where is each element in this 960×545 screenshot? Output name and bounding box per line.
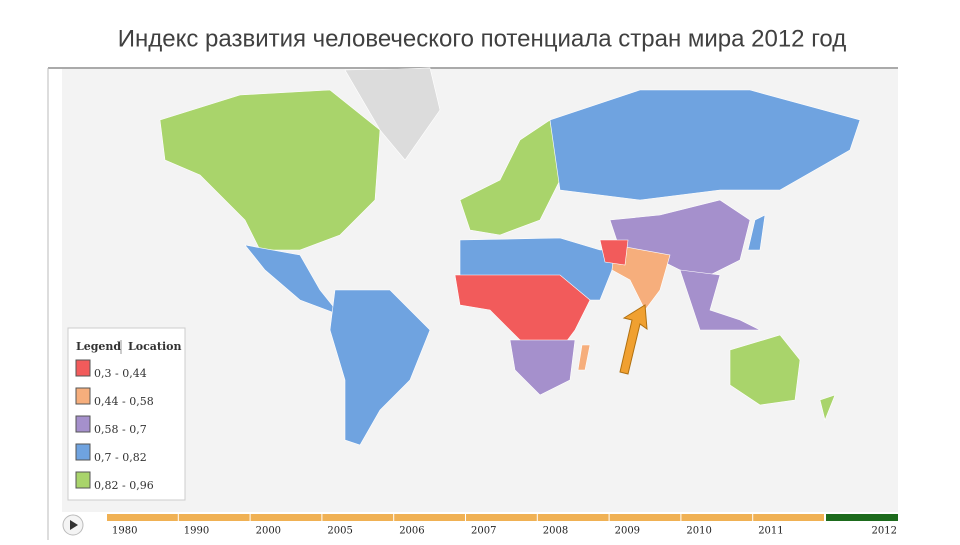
timeline-segment[interactable]: [826, 514, 898, 521]
timeline-year[interactable]: 2008: [543, 526, 568, 537]
timeline-year[interactable]: 1990: [184, 526, 209, 537]
timeline-year[interactable]: 1980: [112, 526, 137, 537]
southern-africa: [509, 339, 576, 396]
timeline-year[interactable]: 2006: [399, 526, 424, 537]
timeline-segment[interactable]: [107, 514, 178, 521]
timeline-segment[interactable]: [250, 514, 322, 521]
timeline-year[interactable]: 2009: [615, 526, 640, 537]
legend-swatch: [75, 415, 91, 433]
play-icon: [70, 520, 78, 530]
legend-tab: Location: [128, 340, 182, 353]
legend-label: 0,82 - 0,96: [94, 479, 154, 492]
timeline-segment[interactable]: [178, 514, 250, 521]
legend-swatch: [75, 359, 91, 377]
timeline-segment[interactable]: [537, 514, 609, 521]
legend-label: 0,44 - 0,58: [94, 395, 154, 408]
timeline-segment[interactable]: [753, 514, 824, 521]
page-title: Индекс развития человеческого потенциала…: [118, 25, 847, 52]
timeline: 1980 1990 2000 2005 2006 2007 2008 2009 2010 2011…: [62, 514, 898, 537]
pakistan: [599, 239, 629, 266]
south-america: [329, 289, 431, 446]
timeline-year[interactable]: 2012: [872, 526, 897, 537]
timeline-segment[interactable]: [322, 514, 394, 521]
timeline-year[interactable]: 2007: [471, 526, 496, 537]
arrow: [619, 304, 648, 375]
timeline-segment[interactable]: [394, 514, 465, 521]
legend-label: 0,7 - 0,82: [94, 451, 147, 464]
legend-tab: Legend: [76, 340, 121, 353]
legend: Legend Location 0,3 - 0,44 0,44 - 0,58 0,5…: [67, 327, 186, 501]
timeline-year[interactable]: 2011: [758, 526, 783, 537]
russia: [549, 89, 861, 201]
legend-label: 0,3 - 0,44: [94, 367, 147, 380]
timeline-year[interactable]: 2005: [327, 526, 352, 537]
new-zealand: [819, 394, 836, 421]
legend-label: 0,58 - 0,7: [94, 423, 147, 436]
australia: [729, 334, 801, 406]
timeline-segment[interactable]: [609, 514, 681, 521]
timeline-segment[interactable]: [681, 514, 753, 521]
timeline-segment[interactable]: [466, 514, 537, 521]
greenland: [344, 67, 441, 161]
southeast-asia: [679, 269, 761, 331]
north-america: [159, 89, 381, 251]
japan: [747, 214, 766, 251]
timeline-year[interactable]: 2000: [256, 526, 281, 537]
legend-box: [67, 327, 186, 501]
legend-swatch: [75, 443, 91, 461]
legend-swatch: [75, 471, 91, 489]
timeline-year[interactable]: 2010: [686, 526, 711, 537]
madagascar: [577, 344, 591, 371]
legend-swatch: [75, 387, 91, 405]
world-map: [159, 67, 861, 446]
